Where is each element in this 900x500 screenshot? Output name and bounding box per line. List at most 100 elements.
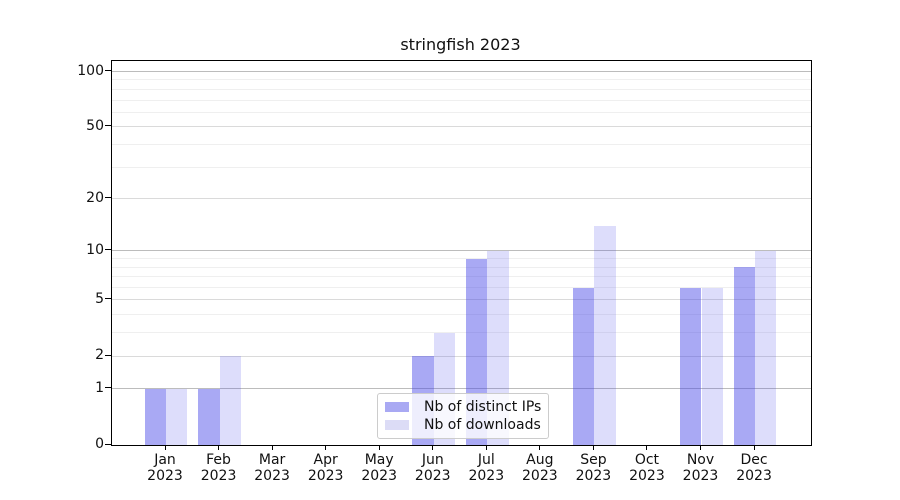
legend-label: Nb of downloads bbox=[424, 417, 541, 433]
y-tick-mark bbox=[105, 249, 111, 251]
x-tick-mark bbox=[753, 445, 755, 450]
bar-downloads bbox=[594, 225, 616, 445]
x-tick-month: Dec bbox=[740, 452, 768, 468]
gridline-major bbox=[112, 126, 811, 128]
y-tick-label: 0 bbox=[95, 436, 104, 452]
x-tick-year: 2023 bbox=[147, 468, 183, 484]
x-tick-label: Aug 2023 bbox=[510, 452, 570, 484]
x-tick-mark bbox=[218, 445, 220, 450]
bar-distinct-ips bbox=[144, 388, 166, 445]
gridline-major bbox=[112, 299, 811, 301]
y-tick-label: 1 bbox=[95, 379, 104, 396]
x-tick-month: Apr bbox=[313, 452, 338, 468]
gridline-minor bbox=[112, 287, 811, 289]
x-tick-year: 2023 bbox=[200, 468, 237, 484]
gridline-minor bbox=[112, 314, 811, 316]
y-tick-mark bbox=[105, 70, 111, 71]
gridline-minor bbox=[112, 266, 811, 268]
gridline-minor bbox=[112, 79, 811, 81]
gridline-minor bbox=[112, 258, 811, 260]
x-tick-mark bbox=[646, 445, 648, 450]
gridline-minor bbox=[112, 143, 811, 145]
x-tick-label: Jun 2023 bbox=[403, 452, 463, 484]
y-tick-label: 10 bbox=[86, 241, 104, 258]
y-tick-label: 50 bbox=[86, 117, 104, 134]
legend: Nb of distinct IPs Nb of downloads bbox=[377, 393, 549, 439]
bar-downloads bbox=[219, 356, 241, 445]
x-tick-month: Jan bbox=[154, 452, 176, 468]
x-tick-year: 2023 bbox=[254, 468, 290, 484]
x-tick-label: Jan 2023 bbox=[135, 452, 195, 484]
x-tick-mark bbox=[539, 445, 541, 450]
gridline-minor bbox=[112, 111, 811, 113]
legend-item: Nb of downloads bbox=[385, 417, 548, 433]
x-tick-label: May 2023 bbox=[349, 452, 409, 484]
y-tick-mark bbox=[105, 387, 111, 389]
x-tick-label: Nov 2023 bbox=[671, 452, 731, 484]
gridline-minor bbox=[112, 166, 811, 168]
x-tick-month: Oct bbox=[634, 452, 660, 468]
bar-downloads bbox=[701, 287, 723, 445]
x-tick-month: Jun bbox=[421, 452, 444, 468]
legend-item: Nb of distinct IPs bbox=[385, 399, 548, 415]
x-tick-month: Mar bbox=[258, 452, 286, 468]
x-tick-year: 2023 bbox=[736, 468, 772, 484]
y-tick-label: 2 bbox=[95, 347, 104, 364]
x-tick-mark bbox=[485, 445, 487, 450]
y-tick-mark bbox=[105, 125, 111, 127]
legend-swatch-downloads bbox=[385, 420, 409, 430]
x-tick-year: 2023 bbox=[522, 468, 558, 484]
x-tick-month: Sep bbox=[580, 452, 607, 468]
y-tick-label: 5 bbox=[95, 290, 104, 307]
x-tick-mark bbox=[325, 445, 327, 450]
x-tick-label: Feb 2023 bbox=[189, 452, 249, 484]
chart-title: stringfish 2023 bbox=[400, 35, 521, 54]
x-tick-mark bbox=[700, 445, 701, 450]
bar-downloads bbox=[755, 250, 777, 445]
bar-distinct-ips bbox=[198, 388, 220, 445]
x-tick-mark bbox=[164, 445, 166, 450]
x-tick-month: Nov bbox=[686, 452, 715, 468]
bar-distinct-ips bbox=[573, 287, 595, 445]
legend-swatch-distinct-ips bbox=[385, 402, 409, 412]
x-tick-year: 2023 bbox=[682, 468, 719, 484]
gridline-decade bbox=[112, 388, 811, 390]
x-tick-label: Apr 2023 bbox=[296, 452, 356, 484]
y-tick-mark bbox=[105, 354, 111, 356]
x-tick-month: Feb bbox=[206, 452, 231, 468]
gridline-minor bbox=[112, 99, 811, 101]
x-tick-label: Sep 2023 bbox=[563, 452, 623, 484]
gridline-major bbox=[112, 355, 811, 357]
x-tick-year: 2023 bbox=[575, 468, 612, 484]
x-tick-label: Oct 2023 bbox=[617, 452, 677, 484]
y-tick-label: 20 bbox=[86, 189, 104, 206]
x-tick-year: 2023 bbox=[629, 468, 665, 484]
gridline-minor bbox=[112, 88, 811, 90]
x-tick-year: 2023 bbox=[307, 468, 344, 484]
gridline-minor bbox=[112, 276, 811, 278]
x-tick-year: 2023 bbox=[361, 468, 397, 484]
x-tick-mark bbox=[592, 445, 594, 450]
x-tick-label: Mar 2023 bbox=[242, 452, 302, 484]
x-tick-month: Aug bbox=[526, 452, 554, 468]
x-tick-mark bbox=[271, 445, 273, 450]
gridline-major bbox=[112, 198, 811, 200]
y-tick-mark bbox=[105, 197, 111, 199]
x-tick-mark bbox=[378, 445, 380, 450]
x-tick-month: Jul bbox=[477, 452, 495, 468]
x-tick-month: May bbox=[364, 452, 394, 468]
y-tick-mark bbox=[105, 443, 111, 445]
bar-distinct-ips bbox=[680, 287, 702, 445]
x-tick-mark bbox=[432, 445, 434, 450]
gridline-decade bbox=[112, 250, 811, 252]
x-tick-label: Dec 2023 bbox=[724, 452, 784, 484]
x-tick-year: 2023 bbox=[468, 468, 505, 484]
plot-area bbox=[111, 60, 812, 446]
x-tick-year: 2023 bbox=[414, 468, 451, 484]
x-tick-label: Jul 2023 bbox=[456, 452, 516, 484]
bar-downloads bbox=[166, 388, 188, 445]
bar-distinct-ips bbox=[733, 267, 756, 445]
y-tick-mark bbox=[105, 298, 111, 300]
gridline-decade bbox=[112, 71, 811, 72]
